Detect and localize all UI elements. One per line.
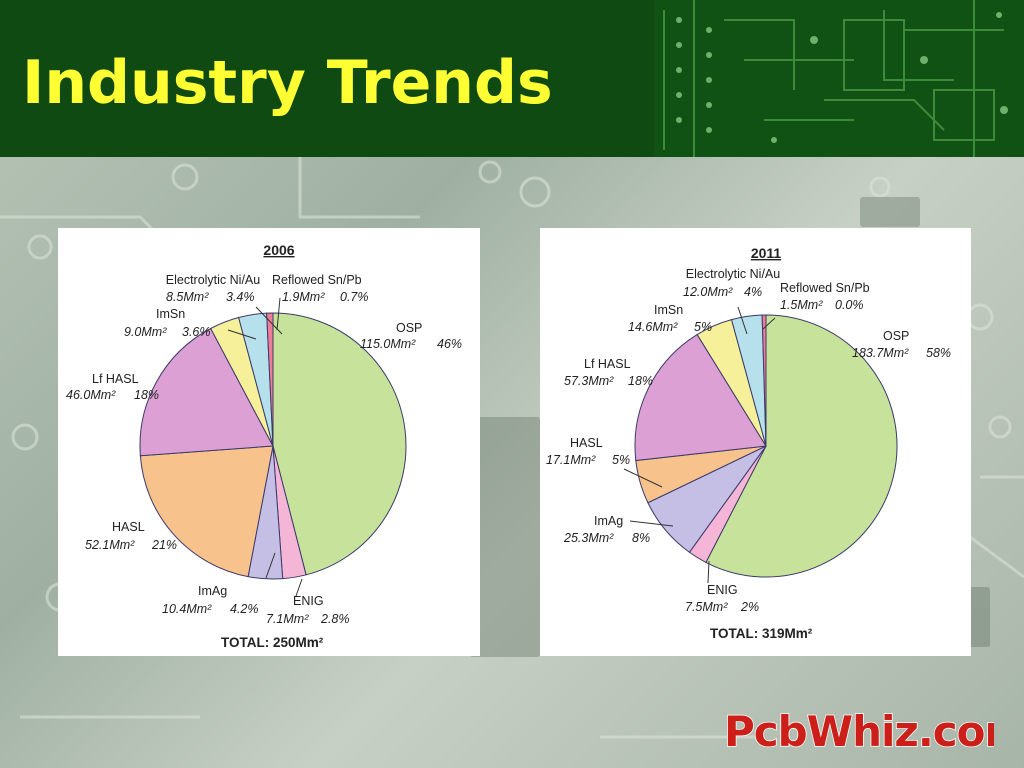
label-enig-pct: 2.8% [320,612,350,626]
label-lfhasl-value: 57.3Mm² [564,374,614,388]
label-lfhasl-name: Lf HASL [584,357,631,371]
label-enig-pct: 2% [740,600,759,614]
label-imsn-value: 14.6Mm² [628,320,678,334]
pie-slice-lf-hasl [634,333,767,462]
pie-slice-reflowed-sn-pb [266,312,274,447]
label-lfhasl-name: Lf HASL [92,372,139,386]
label-imsn-name: ImSn [156,307,185,321]
pie-slice-osp [272,312,407,576]
label-osp-value: 183.7Mm² [852,346,909,360]
label-imsn-value: 9.0Mm² [124,325,167,339]
chart-title: 2011 [751,245,782,261]
label-reflowed-value: 1.5Mm² [780,298,823,312]
label-imag-name: ImAg [594,514,623,528]
label-hasl-pct: 21% [151,538,177,552]
pie-slice-osp [705,314,898,578]
pie-slices [139,312,407,580]
chart-panel-2006: 2006 Electrolytic Ni/Au 8.5Mm² 3.4% Refl… [58,228,480,656]
label-reflowed-name: Reflowed Sn/Pb [780,281,870,295]
label-osp-name: OSP [396,321,422,335]
label-lfhasl-value: 46.0Mm² [66,388,116,402]
label-hasl-name: HASL [112,520,145,534]
label-electrolytic-pct: 4% [744,285,762,299]
label-reflowed-pct: 0.0% [835,298,864,312]
label-enig-value: 7.5Mm² [685,600,728,614]
label-hasl-pct: 5% [612,453,630,467]
pie-chart-2011: 2011 Electrolytic Ni/Au 12.0Mm² 4% Reflo… [546,245,951,641]
label-imsn-name: ImSn [654,303,683,317]
label-electrolytic-name: Electrolytic Ni/Au [166,273,261,287]
pie-slice-reflowed-sn-pb [761,314,767,447]
label-hasl-name: HASL [570,436,603,450]
label-osp-name: OSP [883,329,909,343]
slide-title: Industry Trends [22,48,553,118]
label-imag-name: ImAg [198,584,227,598]
label-osp-value: 115.0Mm² [360,337,416,351]
label-reflowed-name: Reflowed Sn/Pb [272,273,362,287]
pie-slices [634,314,898,578]
label-electrolytic-pct: 3.4% [226,290,255,304]
pie-slice-hasl [139,445,274,578]
logo-text: PcbWhiz.com [724,707,994,756]
pcbwhiz-logo: PcbWhiz.com [724,706,994,757]
label-lfhasl-pct: 18% [628,374,653,388]
leader-lines [227,297,303,597]
label-osp-pct: 58% [926,346,951,360]
label-electrolytic-value: 12.0Mm² [683,285,733,299]
label-electrolytic-name: Electrolytic Ni/Au [686,267,781,281]
label-imag-value: 10.4Mm² [162,602,212,616]
label-imag-value: 25.3Mm² [563,531,614,545]
label-electrolytic-value: 8.5Mm² [166,290,209,304]
leader-lines [623,306,776,584]
chart-total: TOTAL: 319Mm² [710,626,813,641]
label-reflowed-pct: 0.7% [340,290,369,304]
circuit-board-image [654,0,1024,157]
label-enig-value: 7.1Mm² [266,612,309,626]
label-imag-pct: 4.2% [230,602,259,616]
pie-slice-lf-hasl [139,327,274,457]
chart-title: 2006 [263,242,294,258]
pie-chart-2006: 2006 Electrolytic Ni/Au 8.5Mm² 3.4% Refl… [66,242,462,650]
label-imsn-pct: 5% [694,320,712,334]
label-enig-name: ENIG [293,594,324,608]
label-hasl-value: 17.1Mm² [546,453,596,467]
label-hasl-value: 52.1Mm² [85,538,135,552]
chart-panel-2011: 2011 Electrolytic Ni/Au 12.0Mm² 4% Reflo… [540,228,971,656]
label-imsn-pct: 3.6% [182,325,211,339]
slide-header: Industry Trends [0,0,1024,157]
chart-total: TOTAL: 250Mm² [221,635,324,650]
label-enig-name: ENIG [707,583,738,597]
label-osp-pct: 46% [437,337,462,351]
label-lfhasl-pct: 18% [134,388,159,402]
label-reflowed-value: 1.9Mm² [282,290,325,304]
label-imag-pct: 8% [632,531,650,545]
